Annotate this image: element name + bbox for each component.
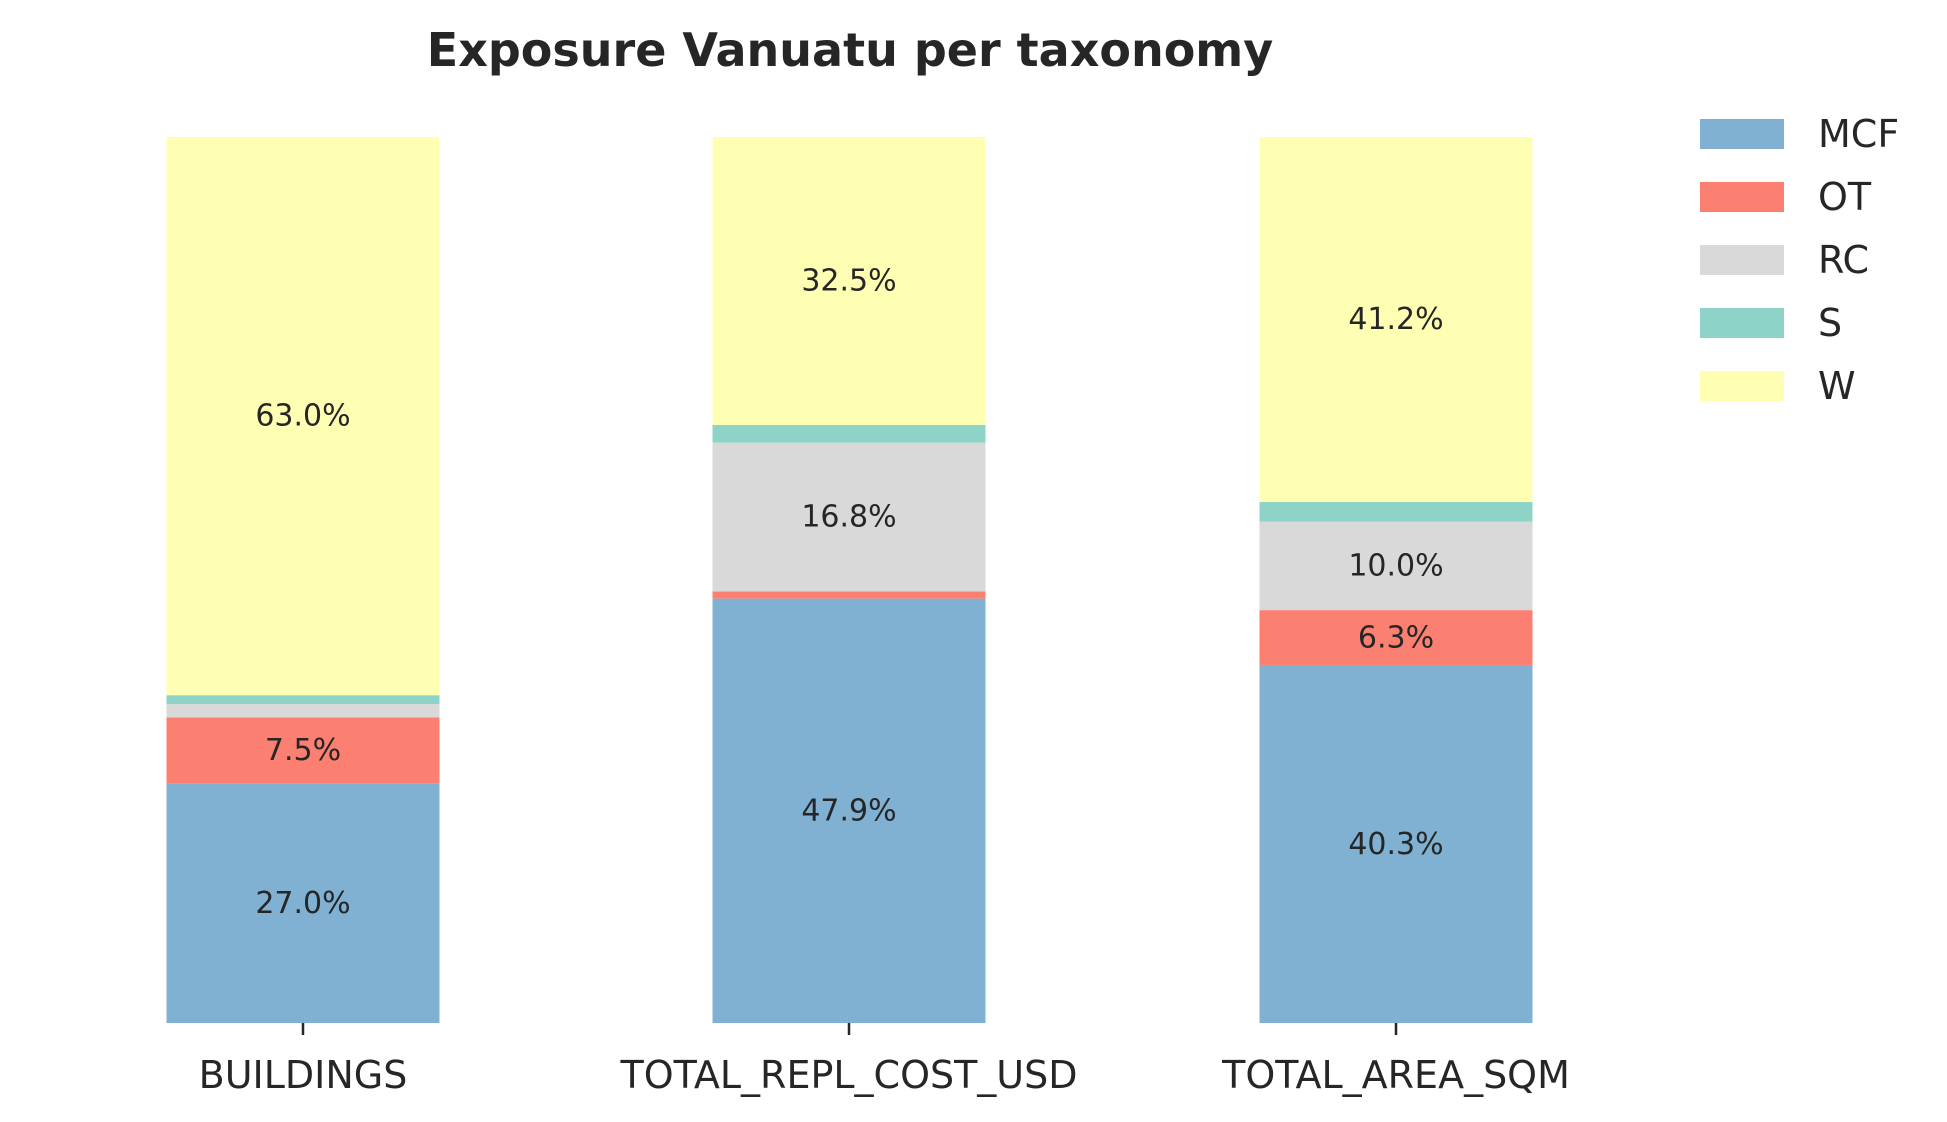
data-label-total-area-sqm-mcf: 40.3% (1348, 827, 1443, 862)
x-tick-label-total-repl-cost-usd: TOTAL_REPL_COST_USD (619, 1053, 1077, 1097)
bar-total-repl-cost-usd-mcf (712, 598, 986, 1023)
legend-swatch-ot (1700, 182, 1784, 212)
legend-item-rc[interactable]: RC (1700, 238, 1869, 282)
x-axis: BUILDINGS TOTAL_REPL_COST_USD TOTAL_AREA_S… (199, 1023, 1570, 1097)
data-label-total-area-sqm-w: 41.2% (1348, 302, 1443, 337)
bar-buildings-rc (166, 704, 440, 718)
bar-total-repl-cost-usd-w (712, 137, 986, 425)
legend-swatch-s (1700, 308, 1784, 338)
legend-label-w: W (1818, 364, 1856, 408)
data-label-total-area-sqm-rc: 10.0% (1348, 548, 1443, 583)
legend-label-rc: RC (1818, 238, 1869, 282)
data-label-buildings-w: 63.0% (255, 399, 350, 434)
bar-buildings-mcf (166, 783, 440, 1023)
bar-buildings-s (166, 695, 440, 705)
bar-total-area-sqm-ot (1259, 610, 1533, 666)
bar-total-repl-cost-usd-rc (712, 442, 986, 592)
bar-total-repl-cost-usd-ot (712, 591, 986, 599)
bar-total-area-sqm-w (1259, 137, 1533, 503)
data-label-total-repl-cost-usd-rc: 16.8% (801, 500, 896, 535)
bar-buildings-w (166, 137, 440, 696)
data-label-total-repl-cost-usd-w: 32.5% (801, 263, 896, 298)
legend-label-mcf: MCF (1818, 112, 1899, 156)
x-tick-label-total-area-sqm: TOTAL_AREA_SQM (1221, 1053, 1570, 1097)
chart-title: Exposure Vanuatu per taxonomy (427, 23, 1273, 77)
bars-layer (166, 137, 1533, 1023)
legend-swatch-mcf (1700, 119, 1784, 149)
legend-swatch-rc (1700, 245, 1784, 275)
bar-buildings-ot (166, 717, 440, 784)
legend-label-ot: OT (1818, 175, 1872, 219)
legend-item-ot[interactable]: OT (1700, 175, 1872, 219)
data-labels-layer: 27.0% 7.5% 63.0% 47.9% 16.8% 32.5% 40.3% 6.3% 10… (255, 263, 1443, 920)
legend-item-s[interactable]: S (1700, 301, 1842, 345)
bar-total-repl-cost-usd-s (712, 424, 986, 443)
data-label-buildings-mcf: 27.0% (255, 886, 350, 921)
bar-total-area-sqm-s (1259, 502, 1533, 522)
legend[interactable]: MCF OT RC SW (1700, 112, 1899, 408)
legend-item-mcf[interactable]: MCF (1700, 112, 1899, 156)
legend-swatch-w (1700, 371, 1784, 401)
data-label-total-repl-cost-usd-mcf: 47.9% (801, 793, 896, 828)
bar-total-area-sqm-mcf (1259, 665, 1533, 1023)
data-label-buildings-ot: 7.5% (265, 733, 341, 768)
legend-item-w[interactable]: W (1700, 364, 1856, 408)
x-tick-label-buildings: BUILDINGS (199, 1053, 408, 1097)
bar-total-area-sqm-rc (1259, 521, 1533, 611)
data-label-total-area-sqm-ot: 6.3% (1358, 621, 1434, 656)
legend-label-s: S (1818, 301, 1842, 345)
